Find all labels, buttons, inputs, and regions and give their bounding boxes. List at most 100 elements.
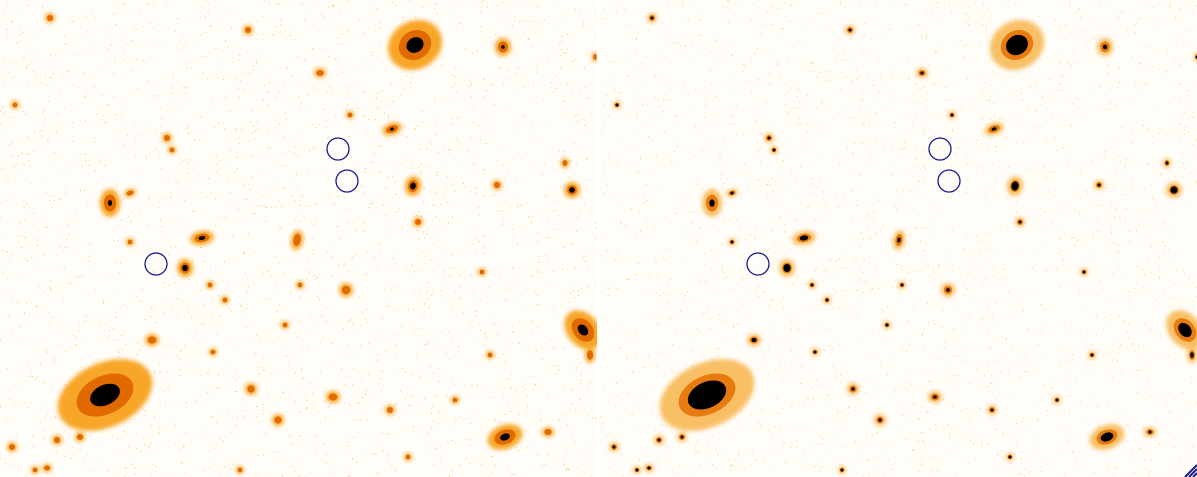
galaxy: [162, 133, 172, 143]
galaxy: [382, 122, 402, 136]
galaxy: [413, 217, 423, 227]
source-marker-circle: [326, 137, 350, 161]
galaxy: [823, 296, 831, 304]
galaxy: [492, 180, 502, 190]
source-marker-circle: [937, 169, 961, 193]
background-noise: [0, 0, 597, 477]
galaxy: [542, 427, 554, 437]
right-image-panel: [600, 0, 1197, 477]
galaxy: [728, 238, 736, 246]
galaxy: [764, 133, 774, 143]
galaxy: [296, 281, 304, 289]
galaxy: [404, 453, 412, 461]
galaxy: [564, 182, 580, 198]
galaxy: [987, 405, 997, 415]
galaxy: [677, 432, 687, 442]
galaxy: [948, 111, 956, 119]
galaxy: [898, 281, 906, 289]
galaxy: [1166, 310, 1197, 350]
galaxy: [1097, 38, 1113, 56]
galaxy: [42, 464, 52, 472]
galaxy: [770, 146, 778, 154]
galaxy: [747, 334, 761, 346]
galaxy: [779, 259, 795, 277]
galaxy: [100, 189, 120, 217]
galaxy: [281, 321, 289, 329]
galaxy: [206, 281, 214, 289]
galaxy: [290, 230, 304, 250]
left-image-panel: [0, 0, 597, 477]
source-marker-circle: [746, 252, 770, 276]
galaxy: [654, 435, 664, 445]
galaxy: [874, 414, 886, 426]
galaxy: [124, 188, 136, 198]
galaxy: [1015, 217, 1025, 227]
galaxy: [892, 230, 906, 250]
corner-hatch-mark: [1184, 464, 1197, 477]
galaxy: [585, 347, 595, 363]
panel-divider: [597, 0, 600, 477]
galaxy: [221, 296, 229, 304]
galaxy: [726, 188, 738, 198]
galaxy: [1006, 176, 1024, 196]
galaxy: [75, 432, 85, 442]
galaxy: [808, 281, 816, 289]
galaxy: [989, 19, 1045, 71]
galaxy: [564, 310, 597, 350]
galaxy: [243, 25, 253, 35]
galaxy: [236, 466, 244, 474]
galaxy: [245, 383, 257, 395]
galaxy: [478, 268, 486, 276]
galaxy: [1053, 396, 1061, 404]
galaxy: [45, 13, 55, 23]
galaxy: [561, 158, 569, 168]
galaxy: [592, 52, 597, 62]
galaxy: [883, 321, 891, 329]
galaxy: [644, 464, 654, 472]
galaxy: [1163, 158, 1171, 168]
galaxy: [126, 238, 134, 246]
galaxy: [792, 230, 816, 246]
galaxy: [633, 466, 641, 474]
galaxy: [52, 435, 62, 445]
galaxy: [609, 442, 619, 452]
galaxy: [451, 396, 459, 404]
galaxy: [346, 111, 354, 119]
source-marker-circle: [144, 252, 168, 276]
source-marker-circle: [335, 169, 359, 193]
galaxy: [486, 351, 494, 359]
galaxy: [659, 359, 755, 431]
galaxy: [811, 348, 819, 356]
galaxy: [387, 19, 443, 71]
galaxy: [1089, 424, 1125, 450]
galaxy: [1166, 182, 1182, 198]
galaxy: [845, 25, 855, 35]
galaxy: [916, 68, 928, 78]
galaxy: [177, 259, 193, 277]
galaxy: [190, 230, 214, 246]
galaxy: [168, 146, 176, 154]
galaxy: [928, 391, 942, 403]
galaxy: [326, 391, 340, 403]
galaxy: [1144, 427, 1156, 437]
galaxy: [31, 466, 39, 474]
galaxy: [385, 405, 395, 415]
galaxy: [1187, 347, 1197, 363]
galaxy: [1094, 180, 1104, 190]
galaxy: [702, 189, 722, 217]
galaxy: [404, 176, 422, 196]
galaxy: [57, 359, 153, 431]
source-marker-circle: [928, 137, 952, 161]
galaxy: [941, 283, 955, 297]
galaxy: [314, 68, 326, 78]
galaxy: [7, 442, 17, 452]
galaxy: [1080, 268, 1088, 276]
right-sky-image: [600, 0, 1197, 477]
galaxy: [1088, 351, 1096, 359]
galaxy: [613, 101, 621, 109]
galaxy: [984, 122, 1004, 136]
galaxy: [145, 334, 159, 346]
galaxy: [487, 424, 523, 450]
galaxy: [209, 348, 217, 356]
